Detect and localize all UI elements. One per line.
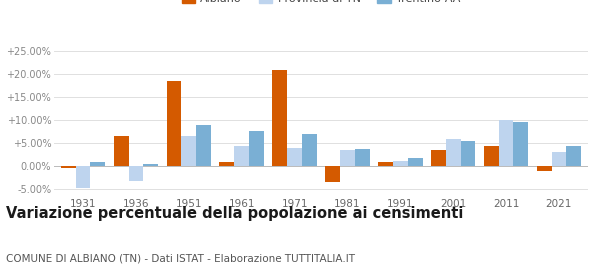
Bar [220,162,234,166]
Bar [355,149,370,166]
Text: Variazione percentuale della popolazione ai censimenti: Variazione percentuale della popolazione… [6,206,463,221]
Text: COMUNE DI ALBIANO (TN) - Dati ISTAT - Elaborazione TUTTITALIA.IT: COMUNE DI ALBIANO (TN) - Dati ISTAT - El… [6,253,355,263]
Bar [196,125,211,166]
Bar [408,158,422,166]
Bar [167,81,181,166]
Bar [91,162,105,166]
Bar [181,136,196,166]
Bar [249,131,264,166]
Legend: Albiano, Provincia di TN, Trentino-AA: Albiano, Provincia di TN, Trentino-AA [177,0,465,9]
Bar [378,162,393,166]
Bar [393,161,408,166]
Bar [61,166,76,168]
Bar [537,166,551,171]
Bar [484,146,499,166]
Bar [431,150,446,166]
Bar [340,150,355,166]
Bar [76,166,91,188]
Bar [325,166,340,182]
Bar [143,164,158,166]
Bar [446,139,461,166]
Bar [499,120,514,166]
Bar [551,152,566,166]
Bar [234,146,249,166]
Bar [287,148,302,166]
Bar [128,166,143,181]
Bar [114,136,128,166]
Bar [302,134,317,166]
Bar [272,70,287,166]
Bar [514,122,528,166]
Bar [461,141,475,166]
Bar [566,146,581,166]
